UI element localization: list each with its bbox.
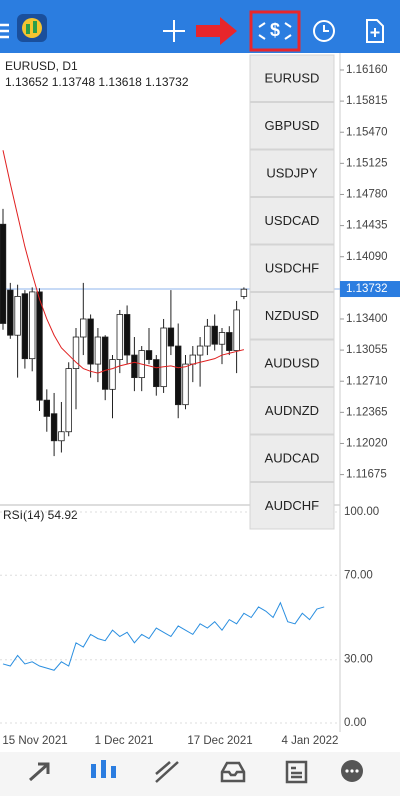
candle-body (72, 336, 80, 369)
candle-body (174, 345, 182, 406)
symbol-item-bg[interactable] (249, 387, 335, 435)
candle-body (196, 345, 204, 356)
symbol-item-bg[interactable] (249, 482, 335, 530)
rsi-tick-label: 70.00 (344, 569, 373, 581)
symbol-item-bg[interactable] (249, 102, 335, 150)
rsi-line (2, 601, 325, 671)
symbol-item[interactable]: NZDUSD (265, 308, 319, 323)
candle-body (94, 336, 102, 365)
y-tick-label: 1.11675 (346, 469, 387, 481)
y-tick-label: 1.12020 (346, 438, 388, 450)
symbol-item-bg[interactable] (249, 54, 335, 102)
candle-body (123, 314, 131, 356)
symbol-item-bg[interactable] (249, 339, 335, 387)
y-tick-label: 1.12710 (346, 375, 388, 387)
symbol-item-bg[interactable] (249, 292, 335, 340)
nav-history[interactable] (220, 761, 246, 783)
symbols-icon: $ (270, 20, 280, 40)
date-label: 1 Dec 2021 (95, 735, 154, 747)
current-price-box (340, 281, 400, 298)
candle-body (116, 314, 123, 360)
crosshair-button[interactable] (163, 20, 185, 42)
candle-body (226, 332, 233, 351)
candle-body (233, 309, 240, 351)
candle-body (7, 289, 14, 336)
candle-body (211, 325, 218, 345)
y-tick-label: 1.14090 (346, 251, 388, 263)
candle-body (21, 293, 29, 360)
date-label: 4 Jan 2022 (282, 735, 339, 747)
candle-body (0, 223, 7, 324)
candle-body (153, 359, 160, 388)
symbol-item[interactable]: USDCAD (265, 213, 320, 228)
y-tick-label: 1.14780 (346, 189, 388, 201)
symbol-item[interactable]: AUDCHF (265, 498, 319, 513)
candle-body (160, 327, 167, 388)
nav-quotes[interactable] (29, 762, 50, 782)
bottom-nav (0, 752, 400, 796)
menu-button[interactable] (0, 23, 9, 39)
nav-chat[interactable] (341, 760, 363, 782)
rsi-tick-label: 0.00 (344, 717, 366, 729)
date-label: 15 Nov 2021 (2, 735, 67, 747)
symbol-item[interactable]: GBPUSD (265, 118, 320, 133)
red-arrow (196, 17, 237, 45)
candle-body (80, 318, 87, 338)
symbol-item-bg[interactable] (249, 244, 335, 292)
symbol-item[interactable]: EURUSD (265, 70, 320, 85)
rsi-tick-label: 100.00 (344, 506, 379, 518)
candle-body (50, 413, 58, 442)
moving-average (2, 150, 245, 374)
nav-chart[interactable] (91, 760, 116, 778)
highlight-box (249, 10, 301, 52)
y-tick-label: 1.12365 (346, 406, 388, 418)
symbol-item-bg[interactable] (249, 197, 335, 245)
rsi-tick-label: 30.00 (344, 654, 373, 666)
y-tick-label: 1.13055 (346, 344, 388, 356)
candle-body (145, 350, 153, 360)
candle-body (36, 291, 43, 401)
candle-body (14, 296, 21, 336)
nav-trade[interactable] (155, 761, 179, 783)
candle-body (131, 354, 138, 379)
ohlc-label: 1.13652 1.13748 1.13618 1.13732 (5, 75, 189, 89)
candle-body (189, 354, 196, 365)
candle-body (28, 291, 36, 360)
current-price-label: 1.13732 (346, 283, 388, 295)
symbol-item-bg[interactable] (249, 434, 335, 482)
symbol-item[interactable]: AUDNZD (265, 403, 319, 418)
symbol-item-bg[interactable] (249, 149, 335, 197)
symbol-item[interactable]: AUDCAD (265, 450, 320, 465)
new-order-button[interactable] (366, 19, 384, 43)
y-tick-label: 1.14435 (346, 220, 388, 232)
symbol-label: EURUSD, D1 (5, 59, 78, 73)
symbols-button[interactable]: $ (258, 20, 292, 40)
rsi-label: RSI(14) 54.92 (3, 508, 78, 522)
candle-body (204, 325, 211, 347)
candle-body (240, 288, 248, 297)
y-tick-label: 1.16160 (346, 64, 388, 76)
y-tick-label: 1.15470 (346, 126, 388, 138)
candle-body (218, 332, 226, 345)
y-tick-label: 1.13400 (346, 313, 388, 325)
y-tick-label: 1.15815 (346, 95, 388, 107)
symbol-item[interactable]: AUDUSD (265, 355, 320, 370)
candle-body (65, 368, 72, 433)
app-logo[interactable] (17, 14, 47, 42)
candle-body (182, 363, 189, 406)
candle-body (58, 431, 65, 442)
candle-body (43, 399, 50, 417)
symbol-item[interactable]: USDCHF (265, 260, 319, 275)
date-label: 17 Dec 2021 (187, 735, 252, 747)
candle-body (87, 318, 94, 365)
candle-body (109, 359, 116, 390)
y-tick-label: 1.15125 (346, 157, 388, 169)
candle-body (102, 336, 109, 390)
clock-button[interactable] (313, 20, 335, 42)
symbol-item[interactable]: USDJPY (266, 165, 318, 180)
nav-news[interactable] (285, 760, 308, 784)
candle-body (167, 327, 175, 347)
